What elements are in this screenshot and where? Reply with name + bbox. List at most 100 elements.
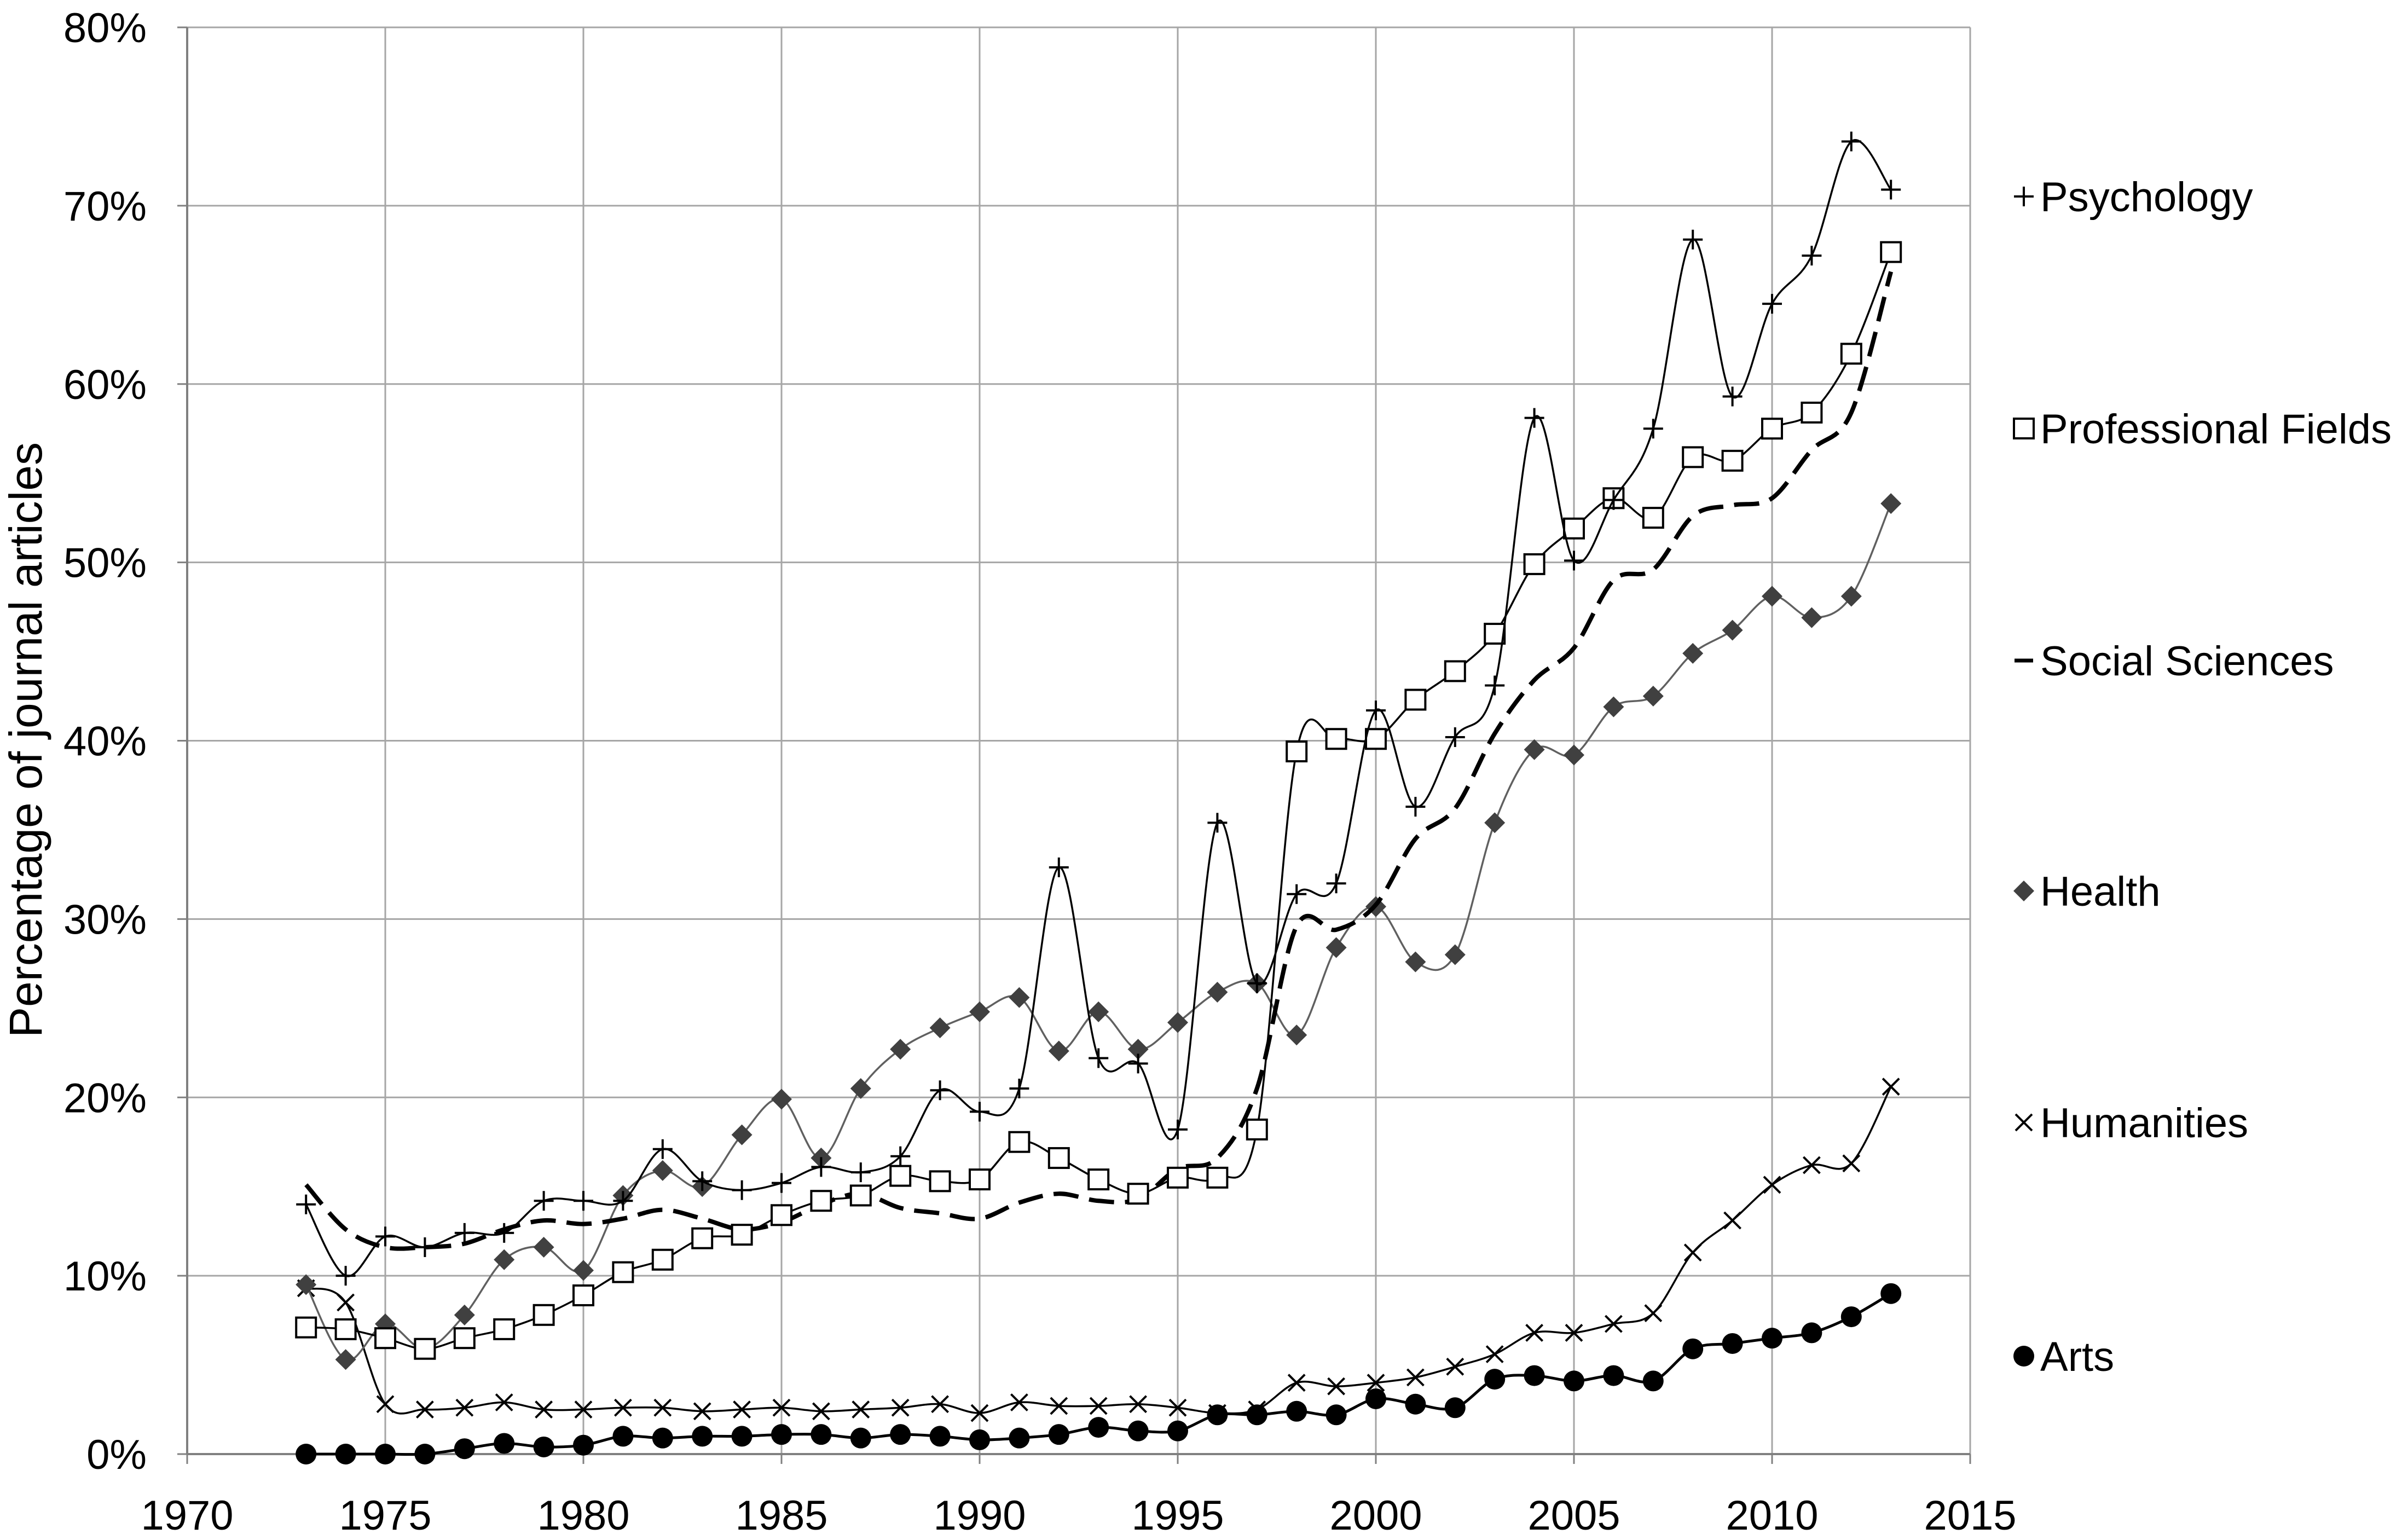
health-series	[296, 493, 1902, 1370]
professional-fields-point	[1246, 1118, 1268, 1140]
health-point	[1880, 493, 1902, 514]
humanities-point	[1367, 1374, 1385, 1392]
humanities-point	[1604, 1315, 1623, 1333]
psychology-point	[454, 1223, 474, 1243]
humanities-point	[1129, 1395, 1148, 1414]
humanities-point	[1525, 1323, 1544, 1342]
professional-fields-point	[453, 1327, 476, 1350]
humanities-point	[733, 1400, 751, 1419]
y-axis-tick-labels: 0% 10% 20% 30% 40% 50% 60% 70% 80%	[63, 5, 147, 1478]
professional-fields-point	[849, 1184, 872, 1207]
psychology-point	[732, 1180, 752, 1200]
psychology-point	[1564, 551, 1584, 571]
x-tick-label: 2010	[1726, 1492, 1818, 1539]
psychology-point	[375, 1226, 395, 1247]
x-tick-label: 1985	[735, 1492, 827, 1539]
y-tick-label: 50%	[63, 540, 147, 587]
humanities-point	[1287, 1374, 1306, 1392]
health-point	[929, 1017, 951, 1039]
health-point	[335, 1349, 356, 1370]
humanities-point	[1446, 1357, 1465, 1376]
professional-fields-point	[374, 1327, 396, 1350]
legend-item-professional-fields: Professional Fields	[2013, 406, 2392, 453]
psychology-point	[1287, 884, 1307, 904]
arts-point	[1365, 1388, 1386, 1409]
legend-item-psychology: Psychology	[2014, 174, 2253, 221]
humanities-point	[455, 1398, 474, 1417]
arts-point	[1088, 1417, 1109, 1438]
legend-label: Humanities	[2040, 1100, 2248, 1147]
psychology-point	[811, 1157, 831, 1177]
x-tick-label: 1980	[537, 1492, 629, 1539]
health-point	[494, 1249, 515, 1270]
arts-point	[1167, 1420, 1188, 1441]
arts-point	[375, 1444, 396, 1464]
arts-point	[533, 1436, 554, 1457]
health-point	[850, 1078, 871, 1099]
legend-marker-square	[2013, 418, 2035, 439]
humanities-point	[1485, 1345, 1504, 1363]
professional-fields-point	[1127, 1183, 1149, 1205]
health-point	[1524, 739, 1545, 760]
psychology-point	[1128, 1053, 1148, 1074]
arts-point	[1127, 1420, 1149, 1441]
professional-fields-point	[1761, 418, 1783, 440]
arts-point	[850, 1427, 871, 1449]
humanities-point	[1010, 1393, 1028, 1411]
health-point	[1286, 1024, 1307, 1046]
professional-fields-point	[969, 1168, 991, 1191]
professional-fields-point	[572, 1284, 594, 1306]
humanities-point	[1089, 1397, 1108, 1415]
legend-marker-diamond	[2013, 881, 2034, 901]
psychology-point	[1009, 1078, 1029, 1098]
humanities-point	[1327, 1377, 1346, 1396]
humanities-point	[1683, 1243, 1702, 1262]
legend: Psychology Professional Fields Social Scie…	[2013, 174, 2392, 1380]
professional-fields-point	[1047, 1147, 1070, 1170]
arts-point	[1682, 1338, 1704, 1359]
humanities-point	[1248, 1400, 1266, 1419]
health-point	[1564, 744, 1584, 766]
arts-point	[771, 1424, 792, 1445]
y-tick-label: 80%	[63, 5, 147, 51]
arts-point	[1286, 1400, 1307, 1422]
arts-point	[1444, 1397, 1466, 1419]
health-point	[1444, 944, 1466, 965]
arts-point	[1207, 1404, 1228, 1426]
psychology-point	[1722, 386, 1743, 407]
psychology-point	[1762, 294, 1782, 314]
plot-area	[295, 131, 1902, 1464]
professional-fields-point	[414, 1338, 436, 1360]
arts-point	[1564, 1370, 1584, 1392]
health-point	[296, 1274, 317, 1295]
humanities-point	[931, 1395, 950, 1414]
arts-point	[652, 1427, 673, 1449]
professional-fields-point	[1484, 622, 1506, 645]
psychology-point	[296, 1194, 316, 1214]
psychology-point	[1247, 973, 1267, 993]
psychology-point	[1881, 180, 1901, 200]
arts-point	[335, 1444, 356, 1464]
professional-fields-point	[1087, 1168, 1110, 1191]
professional-fields-point	[532, 1304, 555, 1326]
health-point	[533, 1236, 554, 1258]
psychology-point	[1802, 246, 1822, 266]
psychology-point	[1524, 408, 1544, 428]
humanities-point	[1644, 1304, 1663, 1322]
health-point	[1088, 1001, 1109, 1022]
psychology-point	[692, 1171, 713, 1191]
professional-fields-point	[771, 1204, 792, 1226]
professional-fields-point	[1365, 728, 1387, 750]
arts-point	[811, 1424, 832, 1445]
psychology-point	[1366, 700, 1386, 721]
professional-fields-point	[651, 1248, 674, 1271]
humanities-point	[1723, 1211, 1742, 1230]
y-tick-label: 20%	[63, 1075, 147, 1121]
psychology-point	[850, 1162, 871, 1183]
health-point	[1762, 586, 1782, 607]
arts-point	[1840, 1306, 1862, 1328]
arts-point	[1524, 1365, 1545, 1386]
arts-point	[969, 1429, 990, 1450]
psychology-point	[1326, 873, 1346, 894]
